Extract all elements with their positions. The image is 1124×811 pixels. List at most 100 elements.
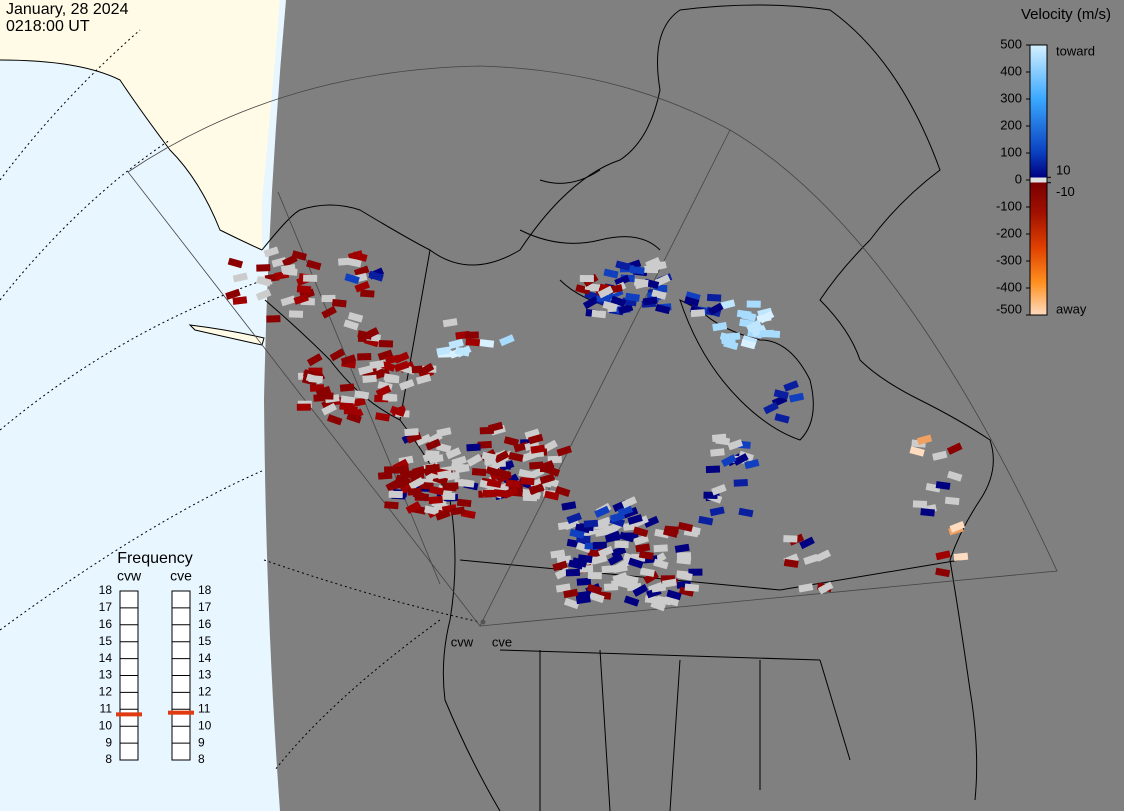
scatter-cell bbox=[256, 276, 272, 287]
scatter-cell bbox=[733, 478, 748, 487]
frequency-tick-label: 9 bbox=[105, 735, 112, 749]
scatter-cell bbox=[745, 319, 762, 333]
scatter-cell bbox=[711, 483, 727, 496]
scatter-cell bbox=[579, 275, 594, 283]
radar-site bbox=[480, 619, 486, 625]
scatter-cell bbox=[643, 570, 659, 584]
scatter-cell bbox=[935, 550, 951, 561]
scatter-cell bbox=[530, 444, 546, 454]
frequency-tick-label: 10 bbox=[198, 718, 212, 732]
scatter-cell bbox=[378, 340, 394, 348]
scatter-cell bbox=[563, 588, 579, 599]
scatter-cell bbox=[677, 571, 693, 581]
scatter-cell bbox=[388, 490, 403, 499]
scatter-cell bbox=[544, 490, 560, 501]
scatter-cell bbox=[615, 260, 631, 271]
scatter-cell bbox=[405, 500, 422, 514]
scatter-cells bbox=[225, 246, 969, 612]
scatter-cell bbox=[425, 438, 442, 451]
scatter-cell bbox=[340, 395, 356, 405]
scatter-cell bbox=[552, 560, 568, 572]
scatter-cell bbox=[227, 257, 244, 269]
scatter-cell bbox=[727, 439, 744, 451]
scatter-cell bbox=[288, 310, 304, 318]
radar-label: cvw bbox=[451, 634, 474, 649]
scatter-cell bbox=[407, 487, 422, 496]
scatter-cell bbox=[346, 257, 362, 268]
scatter-cell bbox=[539, 473, 555, 485]
scatter-cell bbox=[498, 460, 515, 472]
scatter-cell bbox=[502, 487, 519, 499]
scatter-cell bbox=[321, 402, 337, 416]
scatter-cell bbox=[479, 339, 495, 348]
scatter-cell bbox=[444, 482, 459, 490]
scatter-cell bbox=[723, 339, 739, 351]
scatter-cell bbox=[464, 331, 479, 339]
land-area bbox=[0, 0, 280, 250]
frequency-tick-label: 17 bbox=[99, 600, 113, 614]
scatter-cell bbox=[306, 353, 323, 367]
colorbar-tick-label: 200 bbox=[1000, 117, 1022, 132]
frequency-tick-label: 8 bbox=[198, 752, 205, 766]
scatter-cell bbox=[632, 583, 649, 597]
scatter-cell bbox=[612, 563, 628, 573]
frequency-tick-label: 15 bbox=[99, 634, 113, 648]
scatter-cell bbox=[428, 485, 445, 496]
scatter-cell bbox=[603, 268, 619, 279]
scatter-cell bbox=[666, 589, 682, 601]
scatter-cell bbox=[655, 304, 671, 315]
scatter-cell bbox=[384, 501, 399, 510]
scatter-cell bbox=[661, 578, 677, 588]
scatter-cell bbox=[741, 311, 757, 322]
scatter-cell bbox=[232, 296, 248, 305]
frequency-tick-label: 13 bbox=[198, 668, 212, 682]
scatter-cell bbox=[610, 295, 627, 307]
scatter-cell bbox=[638, 550, 654, 560]
scatter-cell bbox=[525, 489, 542, 500]
scatter-cell bbox=[556, 555, 572, 565]
scatter-cell bbox=[759, 329, 774, 338]
scatter-cell bbox=[394, 465, 410, 474]
scatter-cell bbox=[953, 552, 969, 561]
scatter-cell bbox=[651, 261, 667, 272]
scatter-cell bbox=[282, 254, 298, 268]
scatter-cell bbox=[554, 486, 571, 497]
scatter-cell bbox=[263, 246, 280, 258]
frequency-tick-label: 11 bbox=[100, 701, 113, 715]
scatter-cell bbox=[587, 571, 602, 580]
scatter-cell bbox=[383, 373, 399, 383]
scatter-cell bbox=[456, 498, 472, 508]
scatter-cell bbox=[677, 521, 694, 532]
scatter-cell bbox=[602, 300, 618, 312]
scatter-cell bbox=[486, 478, 502, 489]
scatter-cell bbox=[353, 265, 370, 277]
scatter-cell bbox=[643, 515, 660, 528]
scatter-cell bbox=[656, 595, 672, 606]
colorbar-ticks: 500 400 300 200 100 0 -100 -200 -300 -400 -500 10 -1… bbox=[996, 36, 1075, 316]
scatter-cell bbox=[720, 299, 736, 310]
scatter-cell bbox=[382, 393, 397, 402]
frequency-tick-label: 16 bbox=[198, 617, 212, 631]
scatter-cell bbox=[763, 401, 779, 415]
scatter-cell bbox=[630, 266, 645, 275]
scatter-cell bbox=[576, 577, 592, 586]
scatter-cell bbox=[799, 536, 815, 550]
frequency-tick-label: 9 bbox=[198, 735, 205, 749]
scatter-cell bbox=[935, 567, 951, 578]
scatter-cell bbox=[528, 483, 545, 496]
scatter-cell bbox=[477, 440, 492, 449]
colorbar-inner-label: -10 bbox=[1056, 184, 1075, 199]
colorbar-tick-label: 400 bbox=[1000, 63, 1022, 78]
scatter-cell bbox=[575, 284, 591, 295]
scatter-cell bbox=[303, 274, 318, 282]
scatter-cell bbox=[592, 554, 608, 565]
scatter-cell bbox=[612, 572, 628, 584]
state-borders bbox=[399, 249, 961, 811]
scatter-cell bbox=[912, 500, 928, 508]
frequency-tick-label: 18 bbox=[99, 583, 113, 597]
colorbar-tick-label: -200 bbox=[996, 225, 1022, 240]
scatter-cell bbox=[674, 543, 690, 553]
scatter-cell bbox=[627, 514, 643, 525]
colorbar-title: Velocity (m/s) bbox=[1021, 6, 1111, 23]
scatter-cell bbox=[308, 374, 324, 384]
